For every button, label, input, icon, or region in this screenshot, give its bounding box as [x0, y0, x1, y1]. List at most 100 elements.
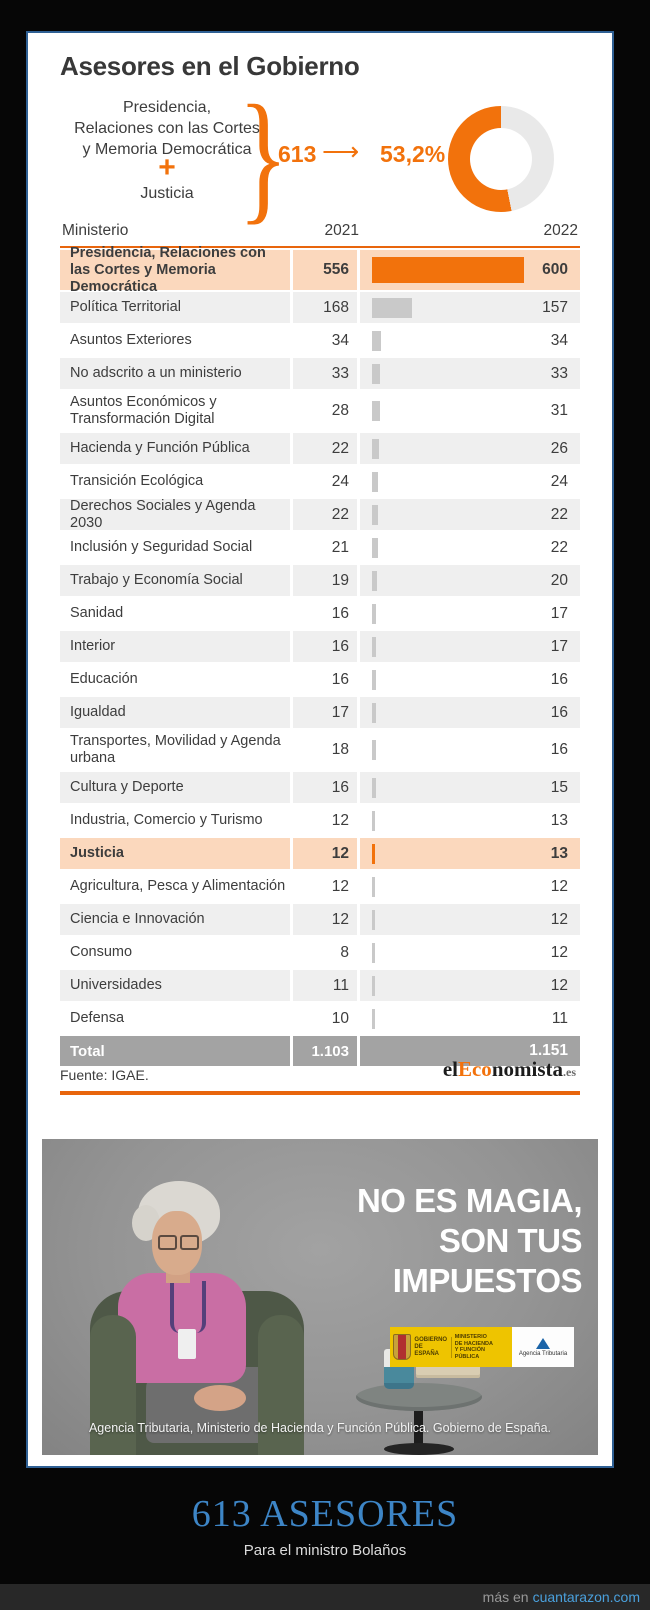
- bar-2022: [372, 740, 376, 760]
- bar-cell: 16: [360, 664, 580, 695]
- ministry-label: Transportes, Movilidad y Agenda urbana: [70, 733, 281, 766]
- value-2022: 12: [550, 877, 568, 895]
- lanyard: [170, 1281, 206, 1333]
- ministerio-line-2: DE HACIENDA: [454, 1340, 493, 1347]
- woman-hands: [194, 1385, 246, 1411]
- gobierno-line-2: DE ESPAÑA: [414, 1343, 439, 1357]
- bar-2022: [372, 909, 375, 930]
- brand-part-eco: Eco: [457, 1057, 492, 1081]
- value-2021: 28: [331, 402, 349, 419]
- table-row: Consumo 8 12: [60, 937, 580, 968]
- ministry-label: No adscrito a un ministerio: [60, 358, 290, 389]
- ministry-table-body: Presidencia, Relaciones con las Cortes y…: [60, 245, 580, 1068]
- value-2021: 24: [331, 472, 349, 490]
- table-row: Presidencia, Relaciones con las Cortes y…: [60, 245, 580, 295]
- coat-of-arms-icon: [393, 1334, 412, 1360]
- ministry-label: Interior: [60, 631, 290, 662]
- bar-2022: [372, 876, 375, 897]
- value-2022: 12: [550, 976, 568, 994]
- value-2021: 33: [293, 358, 357, 389]
- table-row: Sanidad 16 17: [60, 598, 580, 629]
- ministry-label: Justicia: [60, 838, 290, 869]
- gobierno-line-1: GOBIERNO: [414, 1336, 448, 1343]
- bar-cell: 22: [360, 499, 580, 530]
- agencia-tributaria-text: Agencia Tributaria: [518, 1350, 568, 1357]
- woman-torso: [118, 1273, 246, 1383]
- bar-cell: 12: [360, 871, 580, 902]
- summary-percent: 53,2%: [380, 141, 446, 167]
- summary-total: 613: [278, 141, 317, 167]
- ministry-label: Igualdad: [60, 697, 290, 728]
- cuantarazon-link[interactable]: cuantarazon.com: [532, 1589, 640, 1605]
- infographic-title: Asesores en el Gobierno: [60, 51, 360, 81]
- group-line-2: Relaciones con las Cortes: [74, 120, 260, 137]
- table-row: Universidades 11 12: [60, 970, 580, 1001]
- donut-chart: [448, 106, 554, 212]
- ministry-label: Hacienda y Función Pública: [60, 433, 290, 464]
- headline-line-3: IMPUESTOS: [392, 1262, 583, 1299]
- bar-2022: [372, 702, 376, 723]
- bar-2022: [372, 570, 377, 591]
- bar-2022: [372, 537, 378, 558]
- table-row: Asuntos Exteriores 34 34: [60, 325, 580, 356]
- bar-cell: 17: [360, 598, 580, 629]
- total-bar-cell: 1.151: [360, 1036, 580, 1066]
- arrow-right-icon: ⟶: [322, 136, 360, 166]
- value-2021: 16: [331, 604, 349, 622]
- ministry-label: Asuntos Exteriores: [70, 332, 192, 348]
- value-2022: 12: [550, 910, 568, 928]
- brand-tld: .es: [563, 1065, 576, 1079]
- government-logos: GOBIERNO DE ESPAÑA MINISTERIO DE HACIEND…: [390, 1327, 574, 1367]
- summary-group-label: Presidencia, Relaciones con las Cortes y…: [52, 97, 282, 160]
- ministry-label: Sanidad: [70, 605, 124, 621]
- woman-face: [152, 1211, 202, 1275]
- value-2021: 556: [293, 250, 357, 290]
- gobierno-text: GOBIERNO DE ESPAÑA: [414, 1336, 452, 1358]
- bar-cell: 17: [360, 631, 580, 662]
- value-2021: 8: [340, 943, 349, 961]
- total-2022: 1.151: [529, 1042, 568, 1059]
- ministry-label: Derechos Sociales y Agenda 2030: [60, 498, 290, 531]
- value-2021: 22: [293, 433, 357, 464]
- bar-2022: [372, 330, 381, 351]
- value-2022: 15: [550, 778, 568, 796]
- table-row: Derechos Sociales y Agenda 2030 22 22: [60, 498, 580, 531]
- table-row: Agricultura, Pesca y Alimentación 12 12: [60, 871, 580, 902]
- value-2021: 16: [293, 772, 357, 803]
- side-table-base: [384, 1443, 454, 1455]
- value-2022: 13: [550, 844, 568, 862]
- ministry-label: Asuntos Económicos y Transformación Digi…: [70, 394, 217, 427]
- ministry-label: Universidades: [60, 970, 290, 1001]
- eleconomista-logo: elEconomista.es: [443, 1057, 576, 1082]
- armchair-armrest-left: [90, 1315, 136, 1455]
- total-label: Total: [60, 1036, 290, 1066]
- bar-cell: 16: [360, 697, 580, 728]
- bar-2022: [372, 504, 378, 525]
- table-row: Política Territorial 168 157: [60, 292, 580, 323]
- table-row: Justicia 12 13: [60, 838, 580, 869]
- table-row: Asuntos Económicos y Transformación Digi…: [60, 391, 580, 431]
- value-2021: 16: [293, 631, 357, 662]
- bar-cell: 13: [360, 805, 580, 836]
- value-2021: 12: [331, 877, 349, 895]
- table-row: Transición Ecológica 24 24: [60, 466, 580, 497]
- value-2022: 16: [550, 741, 568, 758]
- ministry-label: Cultura y Deporte: [60, 772, 290, 803]
- table-row: No adscrito a un ministerio 33 33: [60, 358, 580, 389]
- bar-2022: [372, 603, 376, 624]
- column-header-2022: 2022: [543, 222, 578, 239]
- value-2021: 168: [293, 292, 357, 323]
- bar-2022: [372, 975, 375, 996]
- bar-cell: 33: [360, 358, 580, 389]
- headline-line-1: NO ES MAGIA,: [356, 1182, 583, 1219]
- table-row: Transportes, Movilidad y Agenda urbana 18…: [60, 730, 580, 770]
- lanyard-badge: [178, 1329, 196, 1359]
- table-row: Igualdad 17 16: [60, 697, 580, 728]
- glasses-icon: [180, 1235, 199, 1250]
- column-header-2021: 2021: [324, 222, 359, 239]
- glasses-icon: [158, 1235, 177, 1250]
- meme-subtitle: Para el ministro Bolaños: [243, 1542, 407, 1559]
- total-2021: 1.103: [293, 1036, 357, 1066]
- value-2021: 22: [293, 499, 357, 530]
